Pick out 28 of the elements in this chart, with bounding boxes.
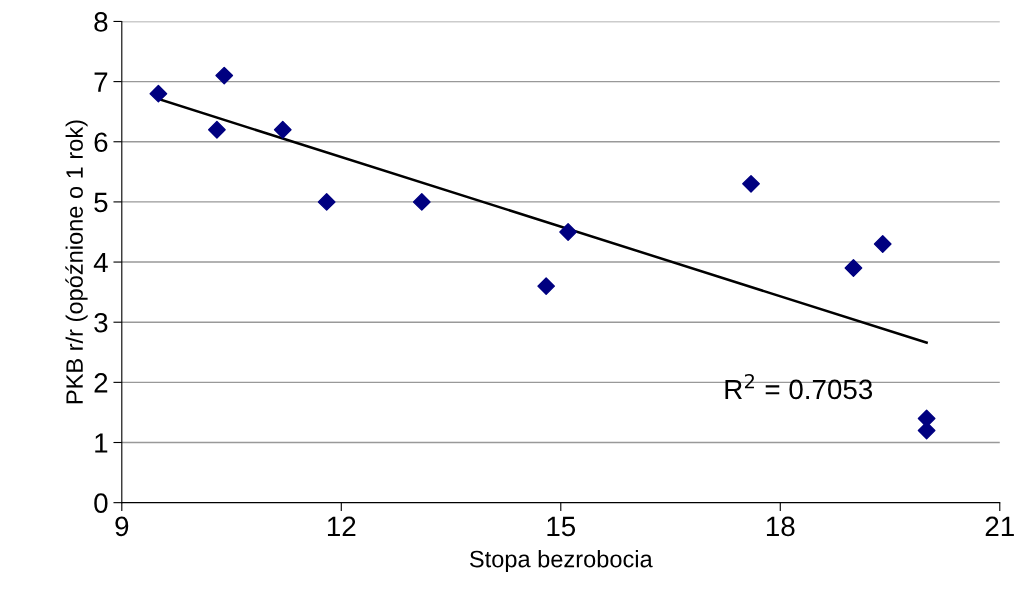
y-tick-label: 7	[94, 72, 108, 92]
x-tick-label: 15	[547, 516, 576, 537]
y-tick-label: 8	[94, 12, 108, 32]
point	[273, 120, 292, 139]
point	[559, 223, 578, 241]
point	[844, 259, 863, 277]
y-tick-label: 2	[94, 373, 108, 393]
y-axis-title: PKB r/r (opóźnione o 1 rok)	[65, 120, 88, 404]
point	[215, 66, 234, 85]
y-tick-label: 1	[95, 433, 108, 453]
x-tick-label: 12	[327, 516, 356, 536]
y-tick-label: 4	[93, 253, 108, 273]
point	[742, 174, 760, 193]
y-tick-label: 3	[94, 312, 108, 333]
x-tick-label: 18	[766, 516, 795, 537]
x-tick-label: 9	[115, 516, 129, 537]
point	[149, 84, 168, 103]
x-tick-label: 21	[985, 516, 1014, 536]
x-axis-title: Stopa bezrobocia	[469, 550, 653, 573]
y-tick-label: 6	[94, 132, 108, 153]
point	[537, 277, 556, 296]
point	[873, 235, 892, 253]
point	[208, 120, 226, 139]
y-tick-label: 5	[94, 192, 108, 213]
point	[412, 192, 431, 211]
y-tick-label: 0	[94, 493, 108, 513]
annotation: R$^{2}$ = 0.7053	[725, 373, 873, 400]
point	[317, 192, 336, 211]
